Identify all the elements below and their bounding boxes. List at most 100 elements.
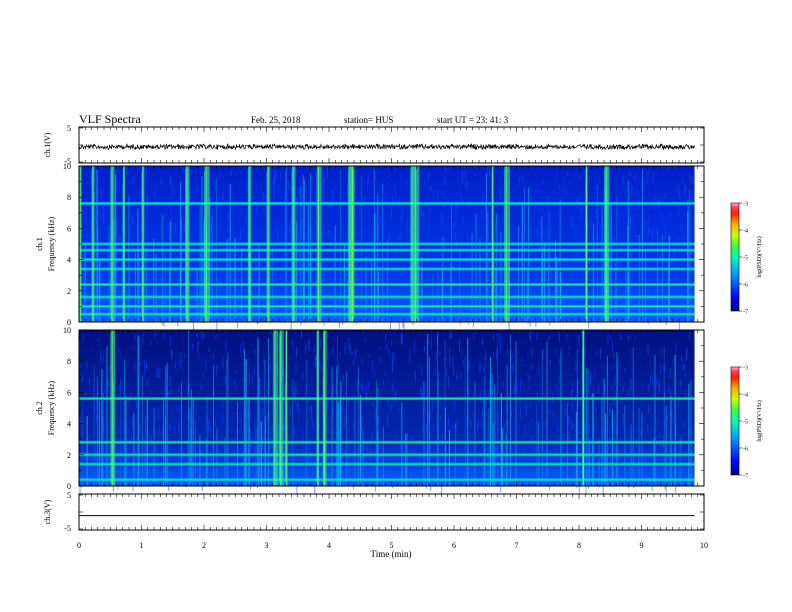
spectrogram-column-core	[349, 166, 351, 322]
ch1-ytick-top: 5	[67, 124, 71, 133]
y-tick-label: 2	[67, 287, 71, 296]
spectrogram-speckle	[576, 255, 578, 259]
spectrogram-speckle	[301, 225, 303, 233]
spectrogram-speckle	[428, 185, 430, 191]
spectrogram-speckle	[143, 473, 145, 480]
spectrogram-speckle	[570, 223, 572, 227]
spectrogram-speckle	[567, 170, 569, 176]
spectrogram-speckle	[607, 421, 609, 425]
spectrogram-streak	[166, 363, 168, 486]
spectrogram-speckle	[545, 456, 547, 467]
spectrogram-speckle	[497, 445, 499, 455]
spectrogram-column-core	[248, 166, 250, 322]
spectrogram-speckle	[571, 389, 572, 396]
spectrogram-speckle	[459, 339, 460, 352]
spectrogram-speckle	[81, 374, 83, 382]
spectrogram-speckle	[353, 421, 354, 431]
spectrogram-speckle	[371, 223, 373, 227]
spectrogram-speckle	[386, 379, 388, 384]
spectrogram-speckle	[269, 432, 271, 443]
spectrogram-speckle	[676, 424, 678, 436]
spectrogram-speckle	[144, 360, 146, 367]
spectrogram-speckle	[683, 422, 684, 427]
spectrogram-speckle	[334, 339, 336, 342]
spectrogram-streak	[377, 193, 379, 322]
spectrogram-streak	[401, 402, 403, 486]
spectrogram-speckle	[472, 465, 474, 478]
spectrogram-speckle	[465, 453, 466, 463]
spectrogram-speckle	[403, 321, 405, 333]
spectrogram-speckle	[599, 231, 601, 234]
spectrogram-band-core	[79, 454, 695, 456]
spectrogram-speckle	[649, 308, 651, 316]
spectrogram-speckle	[519, 225, 521, 229]
spectrogram-speckle	[521, 357, 523, 362]
x-tick-label: 9	[640, 541, 644, 550]
spectrogram-speckle	[205, 358, 207, 371]
spectrogram-speckle	[396, 250, 398, 257]
spectrogram-column	[504, 166, 510, 322]
spectrogram-speckle	[430, 443, 432, 451]
spectrogram-speckle	[427, 170, 429, 180]
spectrogram-speckle	[103, 426, 105, 433]
spectrogram-speckle	[537, 188, 538, 194]
spectrogram-speckle	[344, 410, 346, 416]
spectrogram-speckle	[215, 365, 217, 378]
spectrogram-speckle	[117, 186, 119, 191]
spectrogram-speckle	[675, 483, 677, 493]
spectrogram-speckle	[126, 166, 128, 175]
spectrogram-speckle	[549, 249, 551, 261]
spectrogram-speckle	[136, 234, 137, 238]
spectrogram-speckle	[426, 423, 428, 431]
spectrogram-speckle	[179, 457, 181, 463]
spectrogram-speckle	[647, 423, 649, 434]
spectrogram-speckle	[680, 311, 682, 321]
spectrogram-speckle	[499, 224, 501, 235]
spectrogram-speckle	[558, 376, 560, 384]
spectrogram-speckle	[247, 409, 249, 422]
spectrogram-speckle	[686, 348, 688, 353]
spectrogram-speckle	[140, 175, 142, 180]
ch1-ytick-bottom: -5	[64, 157, 71, 166]
spectrogram-speckle	[555, 170, 557, 182]
x-tick-label: 6	[452, 541, 456, 550]
spectrogram-speckle	[632, 186, 634, 192]
spectrogram-speckle	[436, 335, 438, 347]
spectrogram-streak	[120, 378, 122, 486]
spectrogram-speckle	[153, 191, 155, 198]
spectrogram-speckle	[577, 203, 578, 210]
spectrogram-speckle	[645, 262, 647, 269]
spectrogram-speckle	[297, 187, 299, 199]
spectrogram-streak	[426, 333, 429, 486]
time-axis-ticks	[78, 127, 705, 530]
spectrogram-speckle	[566, 297, 567, 303]
spectrogram-speckle	[692, 174, 694, 183]
spectrogram-speckle	[682, 237, 684, 241]
spectrogram-streak	[541, 348, 543, 486]
spectrogram-streak	[560, 351, 562, 486]
spectrogram-speckle	[372, 306, 374, 319]
spectrogram-speckle	[659, 211, 661, 214]
spectrogram-speckle	[414, 371, 416, 383]
spectrogram-streak	[245, 358, 247, 486]
spectrogram-speckle	[388, 234, 390, 247]
spectrogram-speckle	[650, 260, 652, 266]
spectrogram-speckle	[484, 268, 486, 278]
spectrogram-speckle	[386, 182, 388, 186]
spectrogram-speckle	[354, 349, 356, 356]
spectrogram-speckle	[547, 203, 549, 213]
spectrogram-speckle	[555, 349, 557, 355]
spectrogram-column-core	[186, 166, 188, 322]
spectrogram-speckle	[185, 482, 187, 488]
spectrogram-streak	[577, 379, 579, 486]
spectrogram-speckle	[500, 347, 502, 354]
spectrogram-speckle	[540, 277, 542, 286]
spectrogram-streak	[592, 223, 595, 322]
spectrogram-speckle	[175, 223, 177, 234]
spectrogram-speckle	[587, 218, 589, 229]
spectrogram-speckle	[455, 420, 457, 428]
spectrogram-streak	[357, 366, 359, 486]
spectrogram-speckle	[86, 361, 88, 369]
spectrogram-streak	[331, 367, 333, 486]
spectrogram-speckle	[271, 261, 273, 267]
